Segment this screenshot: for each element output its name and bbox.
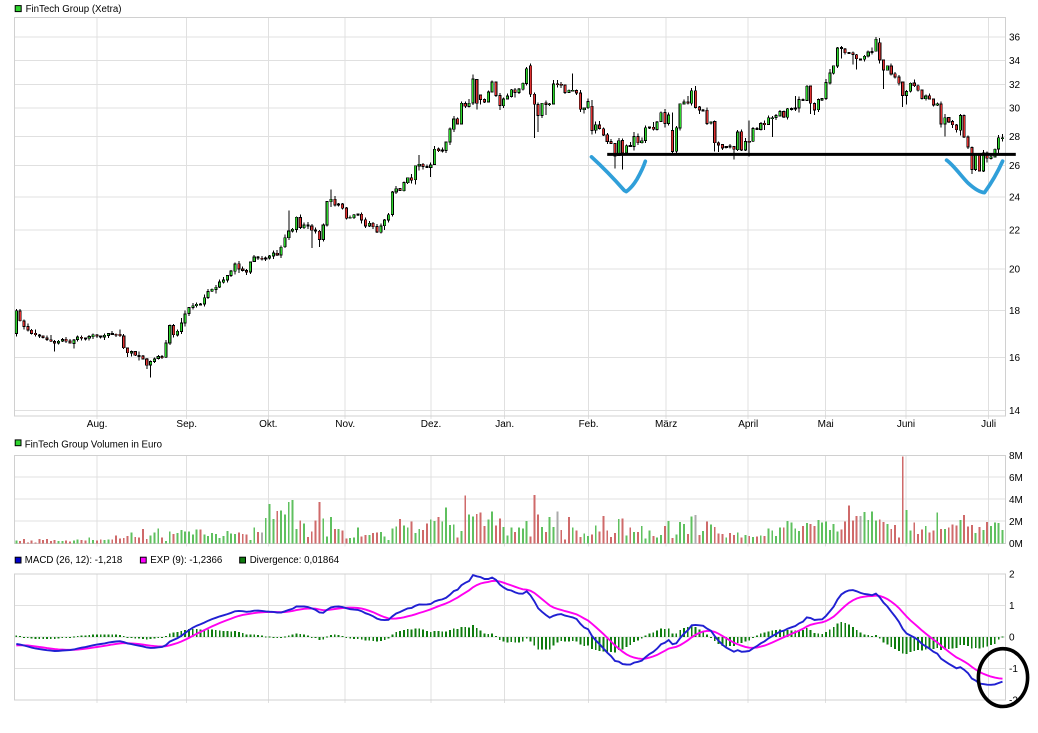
- svg-text:Dez.: Dez.: [421, 419, 442, 430]
- svg-text:18: 18: [1009, 306, 1021, 317]
- svg-text:20: 20: [1009, 265, 1021, 276]
- svg-text:8M: 8M: [1009, 451, 1023, 462]
- svg-text:MACD (26, 12): -1,218: MACD (26, 12): -1,218: [25, 555, 122, 566]
- svg-text:0: 0: [1009, 633, 1015, 644]
- svg-text:24: 24: [1009, 192, 1021, 203]
- svg-text:März: März: [655, 419, 677, 430]
- svg-text:Juli: Juli: [981, 419, 996, 430]
- svg-text:14: 14: [1009, 406, 1021, 417]
- svg-text:-1: -1: [1009, 664, 1018, 675]
- svg-text:Feb.: Feb.: [579, 419, 599, 430]
- svg-text:0M: 0M: [1009, 539, 1023, 550]
- svg-text:-2: -2: [1009, 696, 1018, 707]
- svg-text:Sep.: Sep.: [176, 419, 197, 430]
- svg-text:Juni: Juni: [897, 419, 915, 430]
- svg-text:4M: 4M: [1009, 495, 1023, 506]
- svg-text:2M: 2M: [1009, 517, 1023, 528]
- svg-text:Aug.: Aug.: [87, 419, 108, 430]
- svg-text:Okt.: Okt.: [259, 419, 277, 430]
- svg-text:36: 36: [1009, 33, 1021, 44]
- svg-text:28: 28: [1009, 132, 1021, 143]
- svg-text:FinTech Group Volumen in Euro: FinTech Group Volumen in Euro: [25, 439, 162, 450]
- svg-text:Jan.: Jan.: [495, 419, 514, 430]
- svg-text:1: 1: [1009, 601, 1015, 612]
- svg-text:April: April: [738, 419, 758, 430]
- svg-text:FinTech Group (Xetra): FinTech Group (Xetra): [26, 4, 122, 15]
- svg-text:32: 32: [1009, 80, 1021, 91]
- svg-text:26: 26: [1009, 161, 1021, 172]
- svg-text:2: 2: [1009, 569, 1015, 580]
- svg-text:Mai: Mai: [818, 419, 834, 430]
- svg-text:34: 34: [1009, 56, 1021, 67]
- svg-text:30: 30: [1009, 104, 1021, 115]
- svg-text:Nov.: Nov.: [335, 419, 355, 430]
- svg-text:Divergence: 0,01864: Divergence: 0,01864: [250, 555, 340, 566]
- svg-text:EXP (9): -1,2366: EXP (9): -1,2366: [150, 555, 222, 566]
- svg-text:22: 22: [1009, 226, 1021, 237]
- svg-text:6M: 6M: [1009, 473, 1023, 484]
- svg-text:16: 16: [1009, 353, 1021, 364]
